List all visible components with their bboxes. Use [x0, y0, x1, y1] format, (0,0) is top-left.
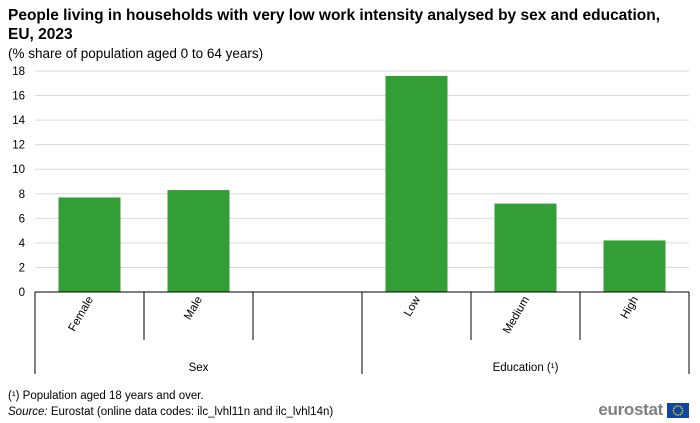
- chart-subtitle: (% share of population aged 0 to 64 year…: [8, 46, 264, 61]
- flag-star: [672, 409, 675, 411]
- y-tick-label: 16: [12, 91, 25, 103]
- flag-star: [681, 409, 684, 411]
- x-tick-label: High: [619, 295, 641, 321]
- footnote: (¹) Population aged 18 years and over.: [8, 390, 204, 402]
- bar-low: [385, 75, 448, 293]
- group-label: Sex: [189, 362, 209, 374]
- x-tick-label: Female: [67, 295, 97, 334]
- flag-star: [681, 406, 683, 409]
- eurostat-logo: eurostat: [598, 400, 689, 420]
- flag-star: [673, 406, 675, 409]
- y-tick-label: 8: [19, 189, 25, 201]
- x-tick-label: Male: [182, 295, 205, 323]
- source-text: Eurostat (online data codes: ilc_lvhl11n…: [50, 406, 334, 418]
- flag-star: [679, 405, 682, 407]
- y-tick-label: 2: [19, 262, 25, 274]
- flag-star: [677, 413, 679, 416]
- y-tick-label: 0: [19, 287, 25, 299]
- bar-high: [603, 240, 666, 292]
- chart-title: People living in households with very lo…: [8, 7, 661, 43]
- bar-medium: [494, 203, 557, 292]
- source-note: Source: Eurostat (online data codes: ilc…: [8, 405, 333, 419]
- bar-male: [167, 190, 230, 292]
- x-tick-label: Medium: [501, 295, 532, 336]
- y-tick-label: 18: [12, 66, 25, 78]
- x-tick-label: Low: [402, 294, 423, 319]
- y-tick-label: 6: [19, 213, 25, 225]
- y-tick-label: 4: [19, 238, 26, 250]
- flag-star: [679, 413, 682, 415]
- source-label: Source:: [8, 406, 48, 418]
- y-tick-label: 10: [12, 164, 25, 176]
- group-label: Education (¹): [493, 362, 559, 374]
- eu-flag-icon: [667, 402, 689, 418]
- flag-star: [673, 411, 675, 414]
- flag-star: [677, 404, 679, 407]
- flag-star: [681, 411, 683, 414]
- y-tick-label: 14: [12, 115, 25, 127]
- flag-star: [674, 405, 677, 407]
- flag-star: [674, 413, 677, 415]
- bar-female: [58, 197, 121, 292]
- logo-text: eurostat: [598, 400, 663, 419]
- y-tick-label: 12: [12, 140, 25, 152]
